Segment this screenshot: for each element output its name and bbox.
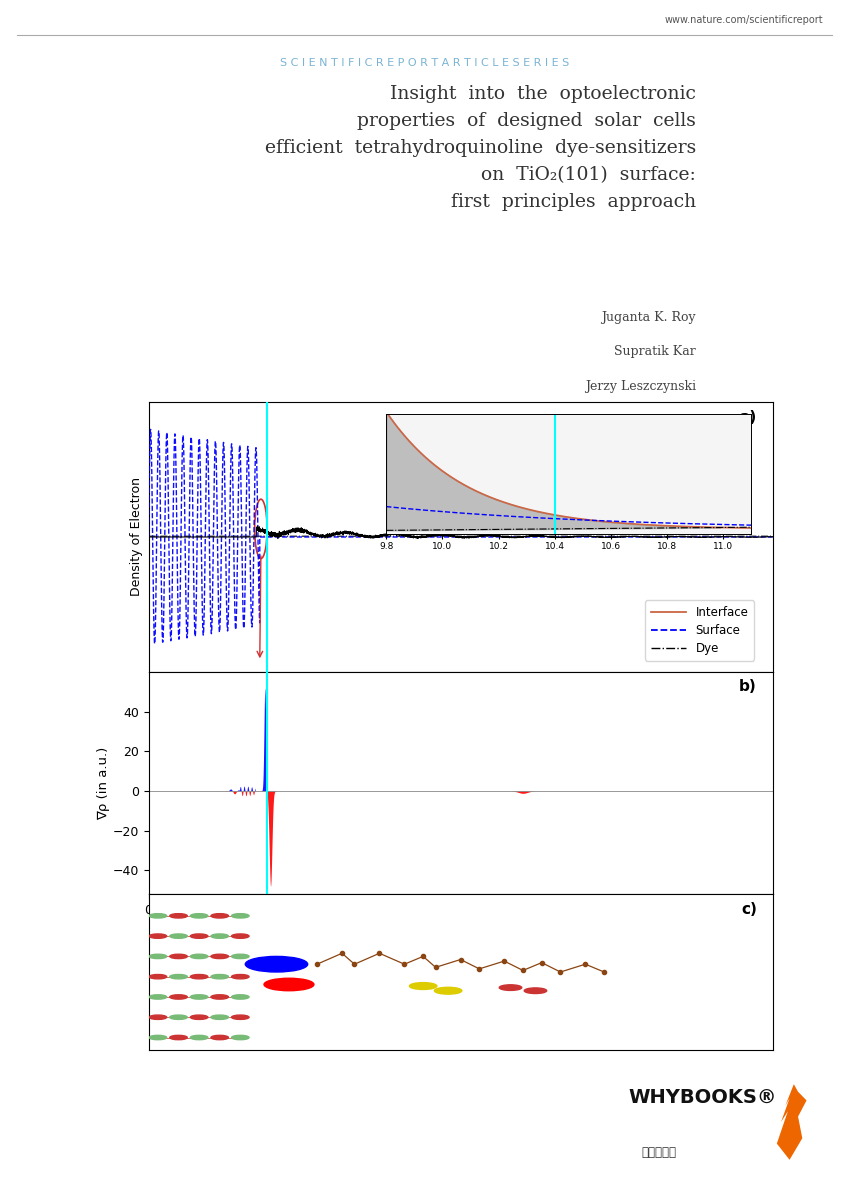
Circle shape: [211, 913, 228, 918]
Text: b): b): [739, 679, 757, 694]
Circle shape: [232, 954, 249, 959]
Text: www.nature.com/scientificreport: www.nature.com/scientificreport: [665, 16, 824, 25]
Legend: Interface, Surface, Dye: Interface, Surface, Dye: [644, 600, 754, 661]
Text: Supratik Kar: Supratik Kar: [615, 344, 696, 358]
Circle shape: [170, 1036, 188, 1039]
Circle shape: [232, 913, 249, 918]
Circle shape: [149, 1036, 166, 1039]
Circle shape: [211, 1036, 228, 1039]
Text: Jerzy Leszczynski: Jerzy Leszczynski: [585, 380, 696, 394]
Y-axis label: ∇ρ (in a.u.): ∇ρ (in a.u.): [97, 746, 110, 820]
Text: Juganta K. Roy: Juganta K. Roy: [602, 312, 696, 324]
Circle shape: [170, 934, 188, 938]
Circle shape: [190, 974, 208, 979]
Circle shape: [170, 995, 188, 1000]
Circle shape: [232, 974, 249, 979]
Text: S C I E N T I F I C R E P O R T A R T I C L E S E R I E S: S C I E N T I F I C R E P O R T A R T I …: [280, 58, 569, 68]
Circle shape: [149, 954, 166, 959]
Circle shape: [149, 934, 166, 938]
Circle shape: [170, 954, 188, 959]
Circle shape: [170, 913, 188, 918]
Text: a): a): [739, 410, 757, 425]
Circle shape: [170, 1015, 188, 1020]
Circle shape: [190, 995, 208, 1000]
Circle shape: [232, 1015, 249, 1020]
Text: WHYBOOKS®: WHYBOOKS®: [628, 1087, 777, 1106]
Circle shape: [149, 995, 166, 1000]
Circle shape: [170, 974, 188, 979]
Text: Insight  into  the  optoelectronic
properties  of  designed  solar  cells
effici: Insight into the optoelectronic properti…: [265, 85, 696, 211]
Circle shape: [435, 988, 462, 994]
Circle shape: [499, 985, 522, 990]
Circle shape: [190, 1015, 208, 1020]
Circle shape: [232, 934, 249, 938]
Y-axis label: Density of Electron: Density of Electron: [130, 478, 143, 596]
Circle shape: [409, 983, 437, 990]
Circle shape: [245, 956, 307, 972]
Circle shape: [264, 978, 314, 991]
Text: c): c): [741, 902, 757, 917]
Circle shape: [211, 995, 228, 1000]
Circle shape: [524, 988, 547, 994]
Circle shape: [232, 995, 249, 1000]
Circle shape: [190, 913, 208, 918]
Circle shape: [211, 974, 228, 979]
Circle shape: [149, 974, 166, 979]
Circle shape: [149, 913, 166, 918]
Text: 주와이북스: 주와이북스: [641, 1146, 676, 1159]
Circle shape: [211, 1015, 228, 1020]
Circle shape: [190, 1036, 208, 1039]
Circle shape: [211, 954, 228, 959]
Circle shape: [232, 1036, 249, 1039]
Circle shape: [190, 954, 208, 959]
Circle shape: [149, 1015, 166, 1020]
Circle shape: [211, 934, 228, 938]
Circle shape: [190, 934, 208, 938]
Polygon shape: [777, 1085, 807, 1159]
